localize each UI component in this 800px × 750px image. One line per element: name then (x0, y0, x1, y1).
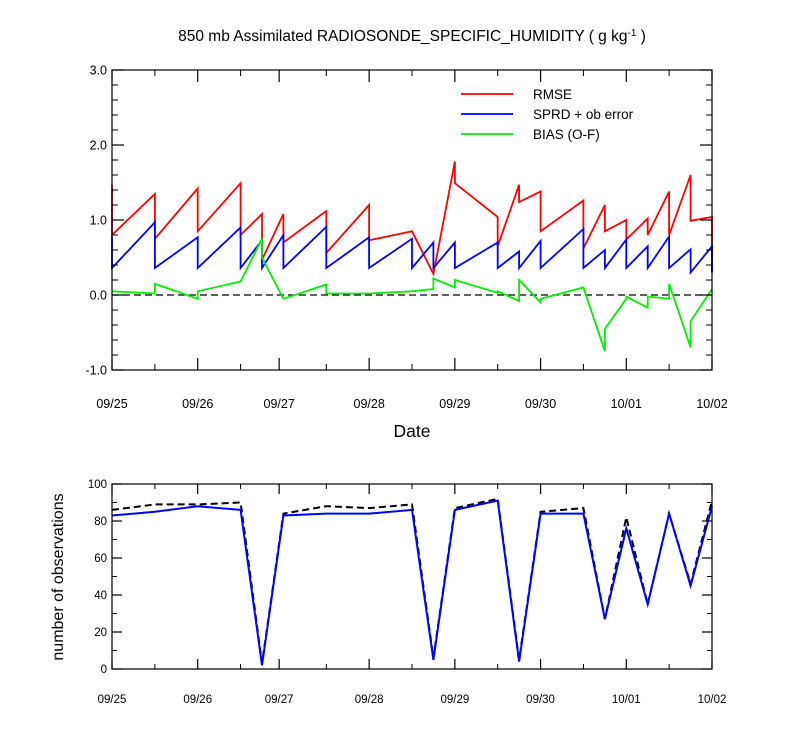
x-tick-label: 09/25 (96, 397, 127, 411)
x-tick-label: 10/01 (612, 694, 641, 706)
y-tick-label: 2.0 (90, 138, 107, 152)
series-line-bias-o-f (111, 238, 713, 352)
x-tick-label: 09/27 (264, 397, 295, 411)
x-tick-label: 09/29 (439, 397, 470, 411)
x-tick-label: 10/01 (611, 397, 642, 411)
legend-label-rmse: RMSE (533, 87, 572, 102)
y-tick-label: 100 (88, 479, 107, 491)
series-line-assimilated (111, 499, 713, 666)
x-tick-label: 10/02 (698, 694, 727, 706)
bottom-chart-panel: 09/25 09/26 09/27 09/28 09/29 09/30 10/01 10/02… (88, 479, 727, 706)
y-tick-label: -1.0 (85, 363, 107, 377)
legend-label-bias-o-f: BIAS (O-F) (533, 127, 600, 142)
y-tick-label: 60 (94, 553, 107, 565)
chart-title-unit-exponent: -1 (627, 28, 636, 39)
y-tick-label: 80 (94, 516, 107, 528)
x-tick-label: 10/02 (696, 397, 727, 411)
x-tick-label: 09/30 (526, 694, 555, 706)
chart-title-close: ) (636, 28, 645, 45)
x-tick-label: 09/27 (265, 694, 294, 706)
bottom-y-axis-label: number of observations (50, 493, 67, 660)
series-line-rmse (111, 161, 713, 277)
chart-title-main: 850 mb Assimilated RADIOSONDE_SPECIFIC_H… (178, 28, 627, 45)
legend-label-sprd-ob-error: SPRD + ob error (533, 107, 634, 122)
top-x-axis-label: Date (394, 421, 431, 441)
x-tick-label: 09/28 (355, 694, 384, 706)
x-tick-label: 09/26 (183, 694, 212, 706)
x-tick-label: 09/30 (525, 397, 556, 411)
y-tick-label: 40 (94, 590, 107, 602)
y-tick-label: 1.0 (90, 213, 107, 227)
y-tick-label: 3.0 (90, 63, 107, 77)
x-tick-label: 09/25 (98, 694, 127, 706)
x-tick-label: 09/29 (440, 694, 469, 706)
y-tick-label: 0 (101, 664, 107, 676)
y-tick-label: 0.0 (90, 288, 107, 302)
x-tick-label: 09/28 (354, 397, 385, 411)
top-chart-panel: 09/25 09/26 09/27 09/28 09/29 09/30 10/01 10/02… (85, 63, 727, 411)
series-line-sprd-ob-error (111, 220, 713, 276)
chart-title: 850 mb Assimilated RADIOSONDE_SPECIFIC_H… (178, 28, 646, 46)
x-tick-label: 09/26 (182, 397, 213, 411)
y-tick-label: 20 (94, 627, 107, 639)
series-line-possible (111, 497, 713, 664)
